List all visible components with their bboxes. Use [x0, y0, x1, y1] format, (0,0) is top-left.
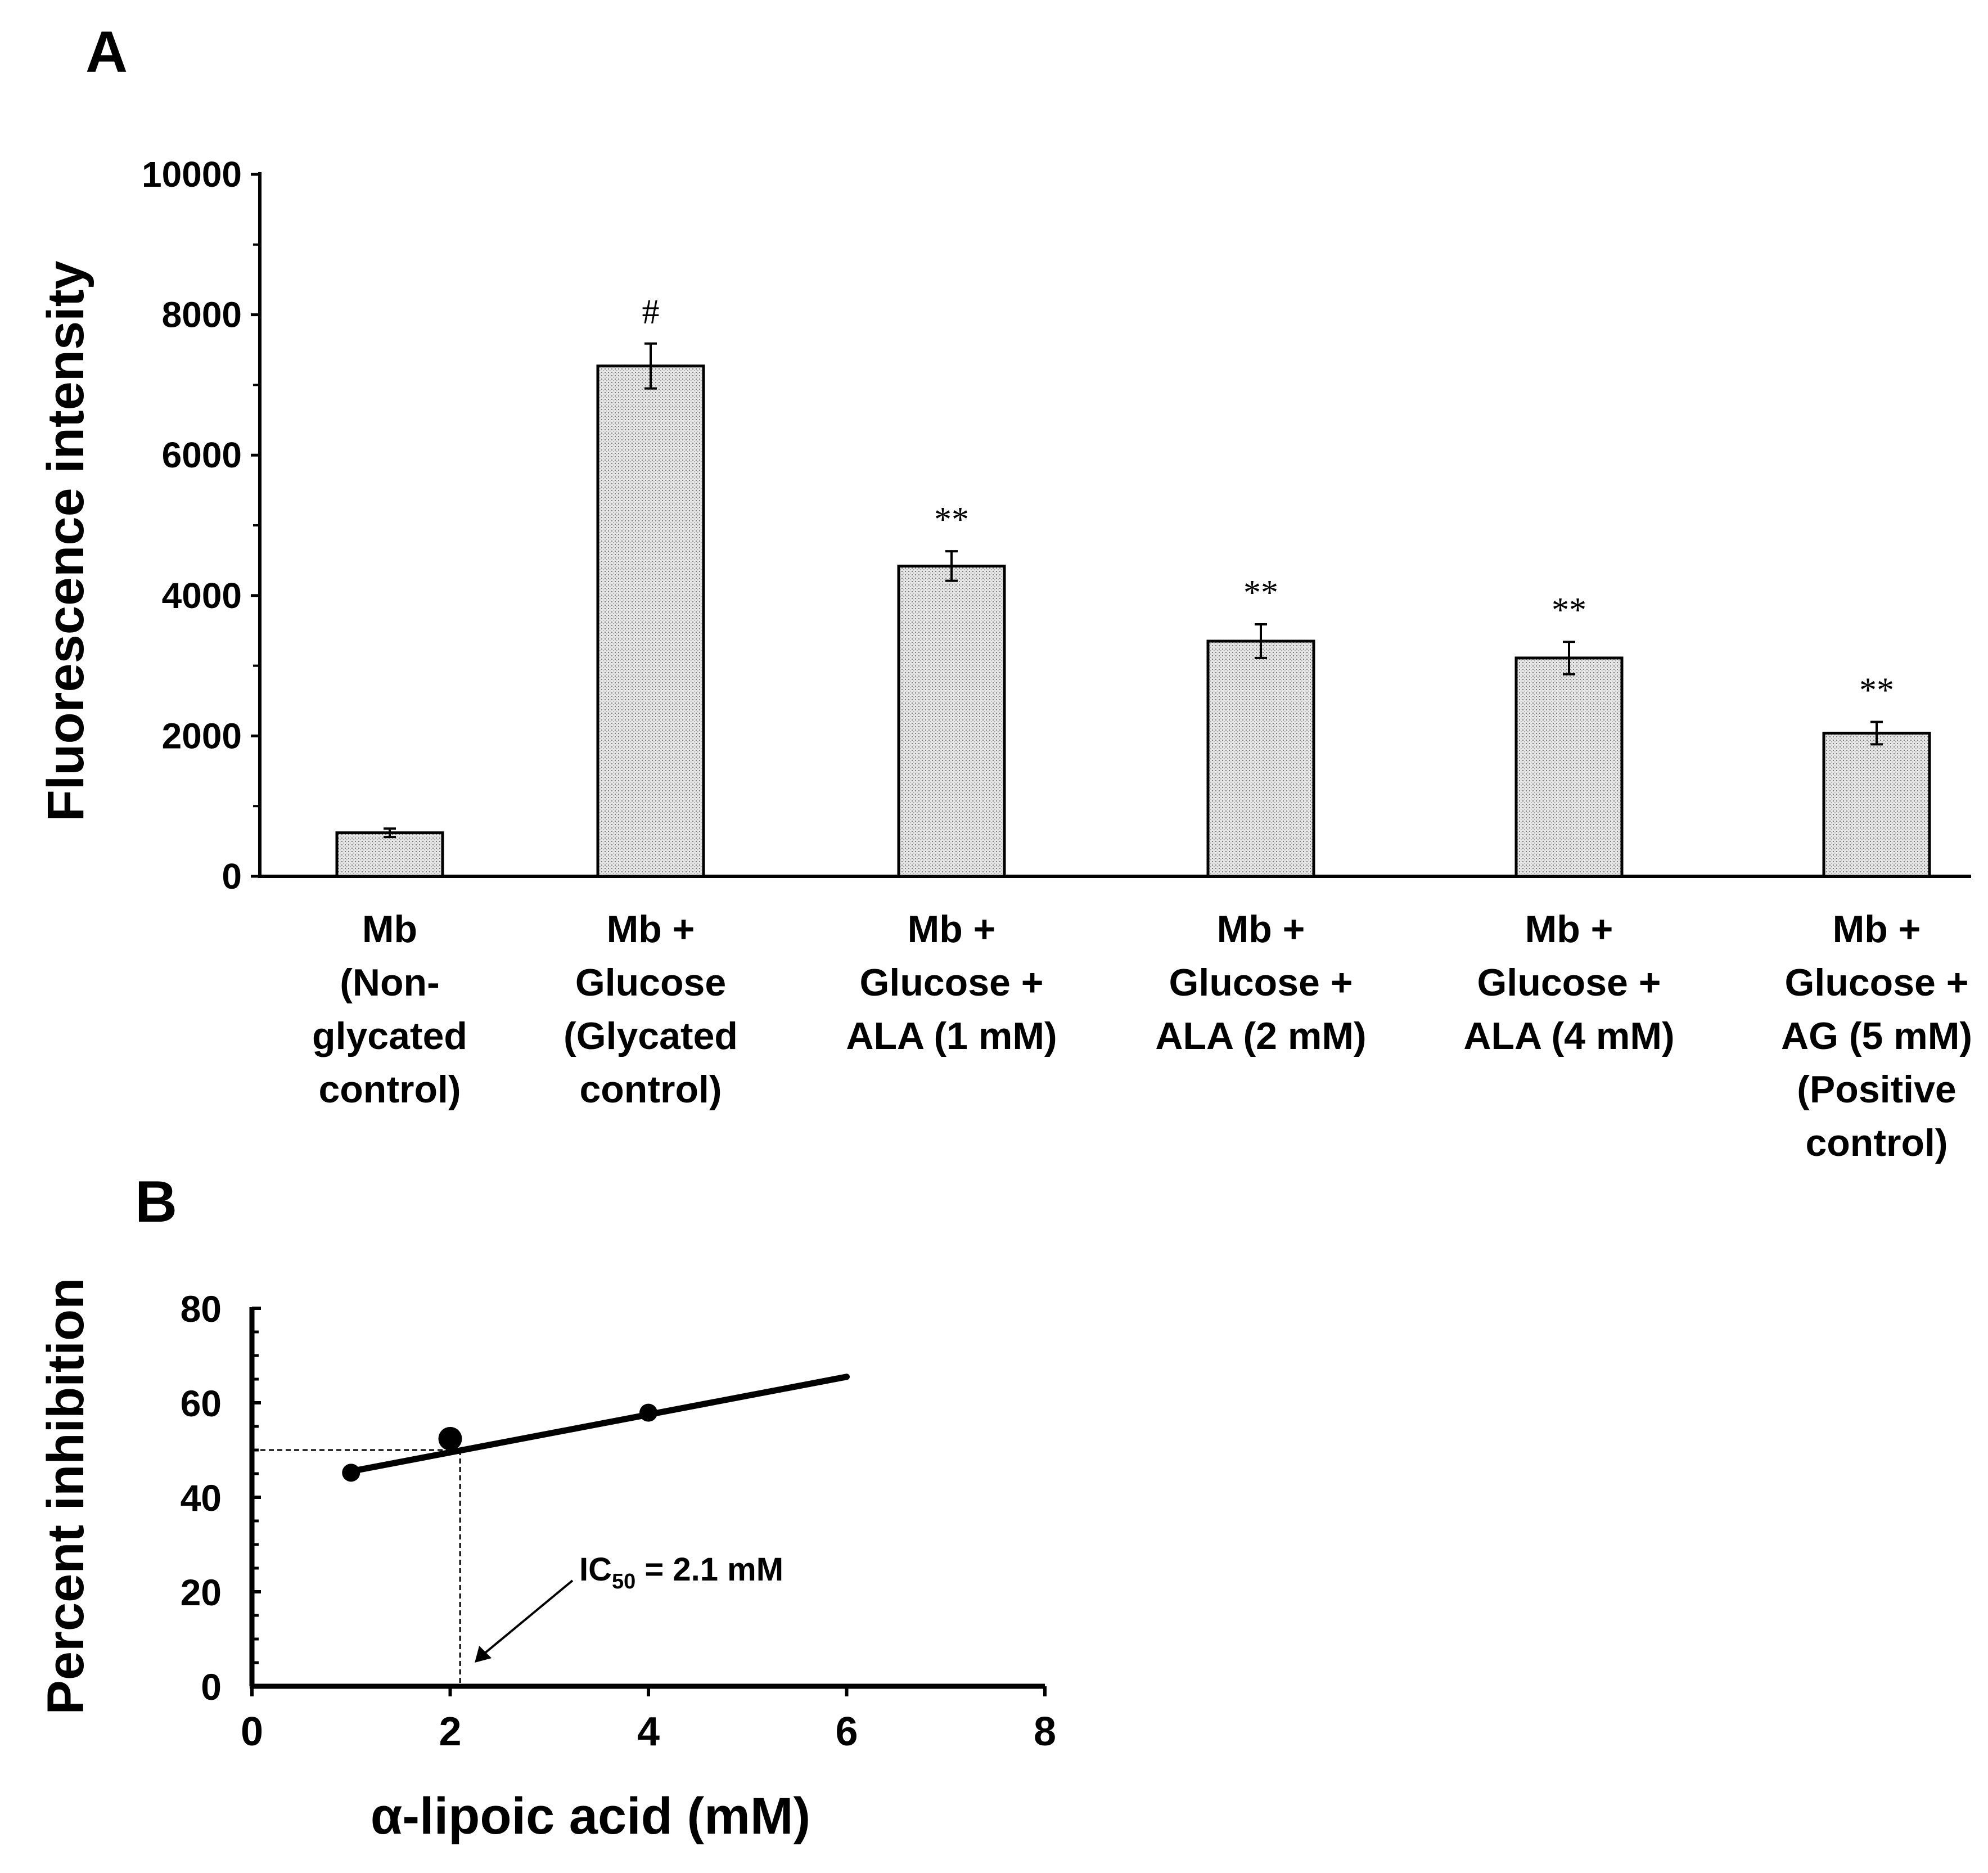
panel-b-y-tick-label: 0: [201, 1666, 222, 1708]
fit-line: [348, 1374, 850, 1475]
category-label: Mb + Glucose + AG (5 mM) (Positive control): [1781, 908, 1972, 1164]
category-label-line: (Positive: [1797, 1068, 1956, 1111]
panel-b-y-tick-label: 60: [181, 1383, 222, 1424]
bar: [596, 364, 705, 878]
data-point: [342, 1464, 360, 1482]
category-label-line: Glucose: [575, 961, 726, 1004]
category-label-line: Glucose +: [860, 961, 1044, 1004]
bar: [897, 564, 1006, 878]
panel-b-x-tick-label: 6: [835, 1709, 858, 1754]
category-label: Mb + Glucose + ALA (1 mM): [846, 908, 1057, 1057]
category-label: Mb + Glucose + ALA (4 mM): [1463, 908, 1674, 1057]
category-label-line: ALA (4 mM): [1463, 1015, 1674, 1057]
panel-a-y-tick-label: 4000: [162, 575, 242, 616]
category-label-line: Mb +: [1525, 908, 1613, 951]
category-label-line: ALA (2 mM): [1155, 1015, 1366, 1057]
category-label: Mb + Glucose (Glycated control): [564, 908, 738, 1111]
ic50-arrow-shaft: [480, 1579, 574, 1657]
category-label-line: Mb +: [1833, 908, 1921, 951]
category-label-line: (Non-: [340, 961, 439, 1004]
category-label-line: Mb: [362, 908, 417, 951]
category-label-line: AG (5 mM): [1781, 1015, 1972, 1057]
bar: [1514, 656, 1624, 878]
category-label-line: Mb +: [1217, 908, 1305, 951]
panel-b-x-tick-label: 0: [241, 1709, 263, 1754]
ic50-subscript: 50: [612, 1570, 635, 1593]
panel-a-y-tick-label: 6000: [162, 435, 242, 475]
panel-a-y-tick-label: 0: [222, 856, 242, 897]
ic50-prefix: IC: [579, 1551, 612, 1588]
panel-b-y-tick-label: 40: [181, 1477, 222, 1519]
panel-a-y-tick-label: 10000: [142, 154, 242, 195]
panel-a-y-tick-label: 2000: [162, 715, 242, 756]
panel-b-y-axis-label: Percent inhibition: [37, 1278, 94, 1715]
category-label-line: Mb +: [908, 908, 996, 951]
bar: [335, 831, 444, 878]
significance-marker: #: [642, 293, 660, 331]
panel-b-x-axis-label: α-lipoic acid (mM): [371, 1788, 810, 1845]
category-label-line: ALA (1 mM): [846, 1015, 1057, 1057]
bar: [1822, 731, 1931, 878]
panel-a-y-axis-label: Fluorescence intensity: [37, 261, 94, 822]
significance-marker: **: [1859, 671, 1894, 709]
panel-b-label: B: [135, 1169, 177, 1235]
ic50-arrow-head: [475, 1646, 492, 1663]
data-point: [639, 1403, 657, 1422]
panel-b-line-chart: Percent inhibition α-lipoic acid (mM) 0 2…: [37, 1278, 1056, 1845]
category-label-line: glycated: [312, 1015, 467, 1057]
category-label: Mb + Glucose + ALA (2 mM): [1155, 908, 1366, 1057]
category-label-line: Mb +: [607, 908, 695, 951]
panel-b-y-tick-label: 80: [181, 1288, 222, 1330]
bar: [1206, 640, 1315, 878]
ic50-suffix: = 2.1 mM: [635, 1551, 783, 1588]
category-label: Mb (Non-glycated control): [312, 908, 467, 1111]
category-label-line: control): [579, 1068, 722, 1111]
significance-marker: **: [934, 501, 969, 539]
category-label-line: control): [318, 1068, 461, 1111]
panel-a-bar-chart: Fluorescence intensity 0 2000 4000 6000 8000…: [37, 154, 1972, 1164]
data-point: [438, 1426, 462, 1451]
panel-b-x-tick-label: 2: [439, 1709, 461, 1754]
panel-b-y-tick-label: 20: [181, 1572, 222, 1613]
significance-marker: **: [1552, 591, 1586, 629]
category-label-line: Glucose +: [1169, 961, 1353, 1004]
ic50-annotation: IC50 = 2.1 mM: [579, 1551, 783, 1593]
panel-b-x-tick-label: 4: [637, 1709, 660, 1754]
panel-b-x-tick-label: 8: [1034, 1709, 1056, 1754]
category-label-line: Glucose +: [1477, 961, 1661, 1004]
panel-a-y-tick-label: 8000: [162, 295, 242, 335]
category-label-line: Glucose +: [1785, 961, 1969, 1004]
panel-a-label: A: [85, 20, 128, 85]
category-label-line: control): [1805, 1122, 1948, 1164]
significance-marker: **: [1243, 574, 1278, 612]
category-label-line: (Glycated: [564, 1015, 738, 1057]
